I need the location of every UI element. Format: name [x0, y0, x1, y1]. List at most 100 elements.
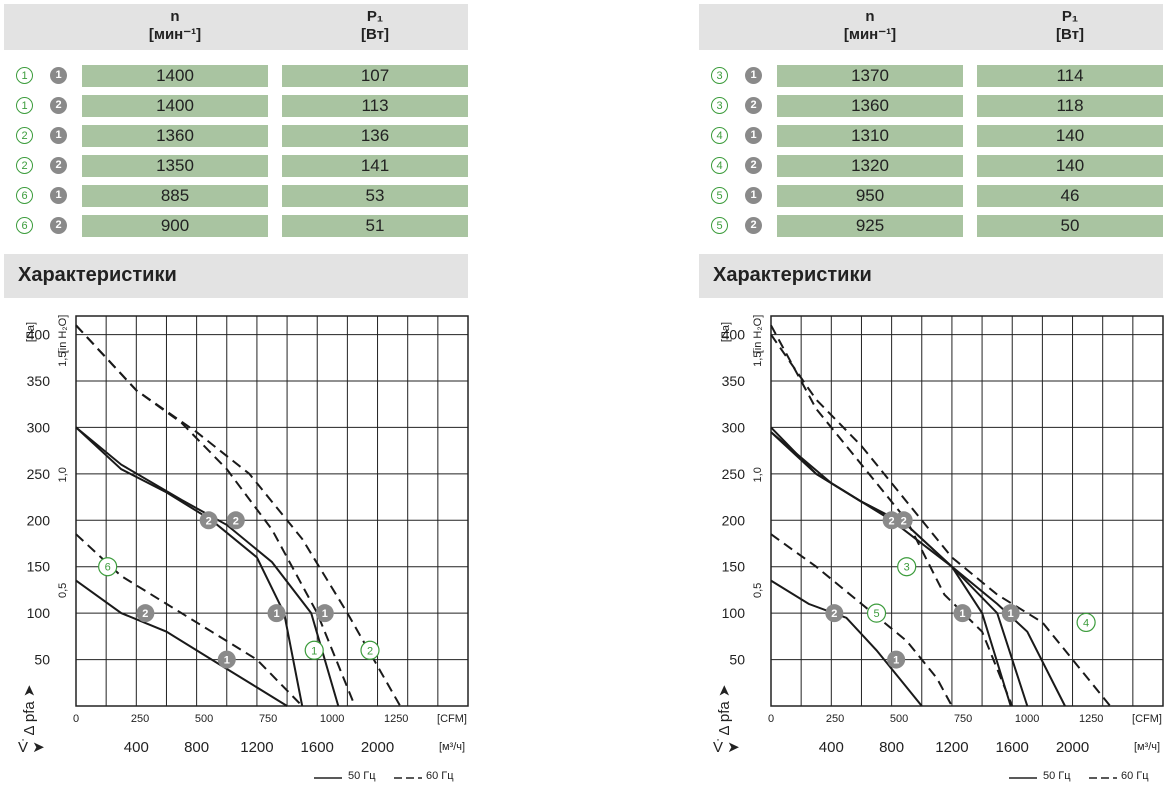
section-header: Характеристики: [4, 254, 468, 298]
series-line: [75, 579, 288, 707]
power-value: 140: [977, 155, 1163, 177]
marker-label: 2: [206, 515, 212, 527]
table-row: 6 2 900 51: [4, 215, 468, 237]
legend-solid-label: 50 Гц: [348, 770, 376, 782]
y-axis-label: Δ pfa ➤: [716, 685, 733, 736]
curve-marker: 1: [887, 650, 906, 669]
marker-label: 2: [233, 515, 239, 527]
table-row: 6 1 885 53: [4, 185, 468, 207]
left-panel: n [мин⁻¹] P₁ [Вт] 1 1 1400 107 1 2 1400 113 2 1 13…: [4, 0, 470, 798]
y-tick-label: 100: [722, 605, 746, 621]
table-row: 3 2 1360 118: [699, 95, 1163, 117]
mode-number-badge: 2: [50, 217, 67, 234]
x-tick-label: 400: [819, 739, 844, 756]
curve-number-badge: 2: [16, 157, 33, 174]
marker-label: 1: [959, 608, 965, 620]
x-tick-label: 1600: [301, 739, 334, 756]
cfm-tick-label: 250: [131, 713, 149, 725]
y-axis-label: Δ pfa ➤: [21, 685, 38, 736]
y-tick-label: 50: [729, 652, 745, 668]
x-tick-label: 800: [184, 739, 209, 756]
mode-number-badge: 2: [50, 157, 67, 174]
cfm-tick-label: 1250: [384, 713, 408, 725]
power-value: 53: [282, 185, 468, 207]
y-tick-label: 200: [722, 512, 746, 528]
x-tick-label: 1200: [935, 739, 968, 756]
marker-label: 2: [367, 645, 373, 657]
speed-value: 1320: [777, 155, 963, 177]
y-inh2o-unit-label: [in H₂O]: [57, 315, 69, 354]
marker-dot: [887, 650, 906, 669]
power-value: 51: [282, 215, 468, 237]
cfm-tick-label: 750: [954, 713, 972, 725]
marker-dot: [304, 640, 324, 660]
table-row: 1 1 1400 107: [4, 65, 468, 87]
x-tick-label: 2000: [1056, 739, 1089, 756]
x-unit-label: [м³/ч]: [1134, 741, 1160, 753]
n-header: n [мин⁻¹]: [843, 8, 897, 43]
inh2o-tick-label: 1,0: [752, 467, 764, 482]
x-tick-label: 1200: [240, 739, 273, 756]
mode-number-badge: 1: [50, 187, 67, 204]
marker-dot: [360, 640, 380, 660]
marker-dot: [226, 511, 245, 530]
chart-left: 50 100 150 200 250 300 350 400 0,5 1,0 1,5 [Па] [in …: [18, 315, 469, 756]
legend-dashed-label: 60 Гц: [1121, 770, 1149, 782]
section-header: Характеристики: [699, 254, 1163, 298]
cfm-tick-label: 500: [195, 713, 213, 725]
curve-number-badge: 5: [711, 217, 728, 234]
marker-dot: [825, 604, 844, 623]
curve-marker: 1: [953, 604, 972, 623]
legend-solid-label: 50 Гц: [1043, 770, 1071, 782]
cfm-tick-label: 1000: [320, 713, 344, 725]
power-value: 136: [282, 125, 468, 147]
marker-dot: [1001, 604, 1020, 623]
table-row: 2 2 1350 141: [4, 155, 468, 177]
inh2o-tick-label: 0,5: [57, 583, 69, 598]
marker-dot: [98, 557, 118, 577]
speed-value: 1360: [82, 125, 268, 147]
mode-number-badge: 1: [745, 187, 762, 204]
table-row: 4 2 1320 140: [699, 155, 1163, 177]
marker-label: 2: [142, 608, 148, 620]
marker-label: 3: [904, 562, 910, 574]
plot-frame: [770, 315, 1164, 707]
mode-number-badge: 1: [50, 127, 67, 144]
y-tick-label: 250: [722, 466, 746, 482]
curve-marker: 2: [360, 640, 380, 660]
speed-value: 900: [82, 215, 268, 237]
power-value: 113: [282, 95, 468, 117]
curve-marker: 1: [217, 650, 236, 669]
y-tick-label: 300: [722, 419, 746, 435]
y-unit-label: [Па]: [720, 322, 732, 342]
x-unit-label: [м³/ч]: [439, 741, 465, 753]
marker-label: 1: [1008, 608, 1014, 620]
marker-label: 1: [322, 608, 328, 620]
power-value: 46: [977, 185, 1163, 207]
marker-dot: [953, 604, 972, 623]
section-title: Характеристики: [713, 264, 872, 286]
legend-solid-swatch: [1009, 777, 1037, 779]
marker-label: 1: [311, 645, 317, 657]
p1-header: P₁ [Вт]: [361, 8, 389, 43]
curve-number-badge: 5: [711, 187, 728, 204]
speed-value: 1310: [777, 125, 963, 147]
power-value: 118: [977, 95, 1163, 117]
series-line: [770, 334, 1111, 707]
mode-number-badge: 2: [745, 157, 762, 174]
cfm-tick-label: 750: [259, 713, 277, 725]
table-header: n [мин⁻¹] P₁ [Вт]: [699, 4, 1163, 50]
series-line: [770, 579, 923, 707]
curve-number-badge: 6: [16, 187, 33, 204]
legend-solid-swatch: [314, 777, 342, 779]
marker-dot: [315, 604, 334, 623]
speed-value: 950: [777, 185, 963, 207]
mode-number-badge: 1: [745, 67, 762, 84]
curve-marker: 6: [98, 557, 118, 577]
curve-number-badge: 1: [16, 67, 33, 84]
marker-label: 4: [1083, 617, 1089, 629]
marker-dot: [267, 604, 286, 623]
marker-label: 1: [273, 608, 279, 620]
curve-marker: 1: [267, 604, 286, 623]
